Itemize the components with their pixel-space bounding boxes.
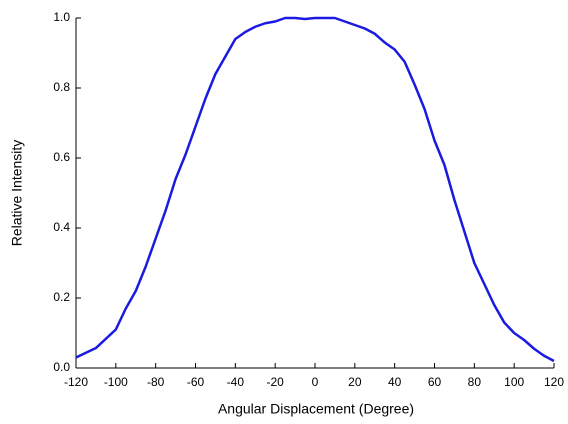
x-tick-label: 20 [348,375,362,389]
x-tick-label: -120 [64,375,88,389]
y-axis-label: Relative Intensity [9,140,25,247]
x-axis-label: Angular Displacement (Degree) [218,401,414,417]
x-tick-label: -20 [266,375,284,389]
y-tick-label: 0.4 [53,220,70,234]
x-tick-label: 40 [388,375,402,389]
y-tick-label: 0.6 [53,150,70,164]
x-tick-label: -40 [227,375,245,389]
x-tick-label: -60 [187,375,205,389]
y-tick-label: 0.8 [53,80,70,94]
x-tick-label: 80 [468,375,482,389]
y-tick-label: 0.2 [53,290,70,304]
x-tick-label: 0 [312,375,319,389]
x-tick-label: 60 [428,375,442,389]
y-tick-label: 0.0 [53,360,70,374]
x-tick-label: -100 [104,375,128,389]
y-tick-label: 1.0 [53,10,70,24]
x-tick-label: 120 [544,375,564,389]
x-tick-label: -80 [147,375,165,389]
line [75,16,555,363]
x-tick-label: 100 [504,375,524,389]
